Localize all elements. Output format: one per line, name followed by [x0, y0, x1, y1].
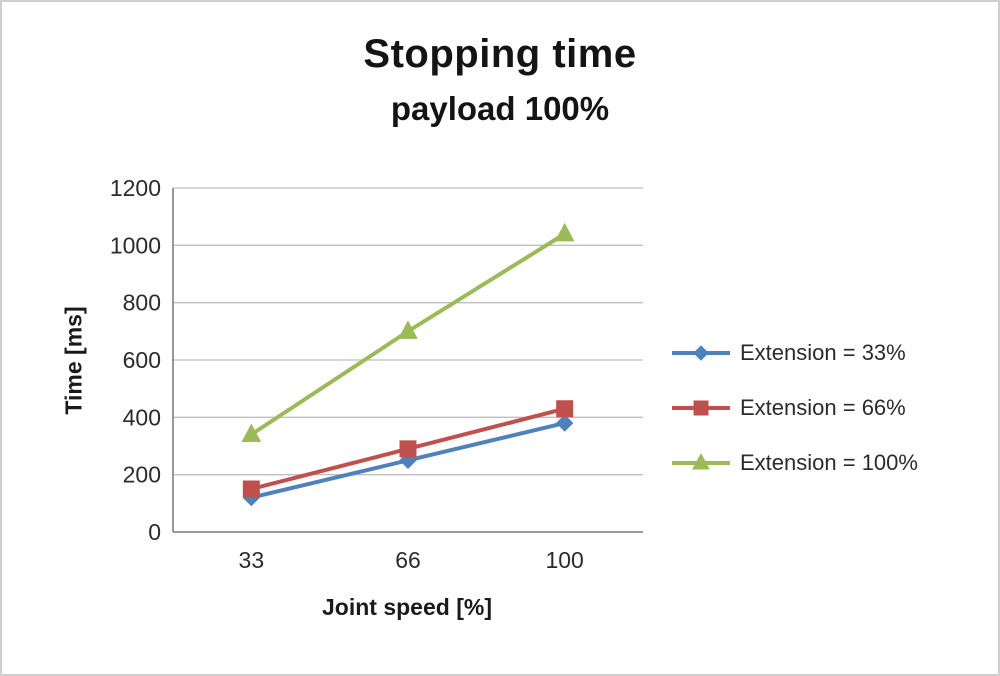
series-marker-diamond — [555, 414, 574, 432]
y-tick-label: 1000 — [110, 232, 161, 258]
x-tick-label: 66 — [395, 547, 421, 573]
x-tick-label: 33 — [239, 547, 265, 573]
legend-marker-sample — [672, 345, 730, 361]
series-marker-diamond — [693, 345, 709, 361]
y-tick-label: 800 — [123, 290, 161, 316]
y-tick-label: 600 — [123, 347, 161, 373]
legend: Extension = 33% Extension = 66% Extension … — [670, 338, 918, 478]
legend-item: Extension = 100% — [670, 448, 918, 478]
legend-label: Extension = 66% — [740, 395, 906, 420]
legend-marker-sample — [672, 452, 730, 470]
legend-item: Extension = 66% — [670, 393, 918, 423]
legend-item: Extension = 33% — [670, 338, 918, 368]
x-tick-label: 100 — [545, 547, 583, 573]
x-axis-title: Joint speed [%] — [322, 594, 492, 620]
chart-title: Stopping time — [363, 32, 637, 76]
series-marker-triangle — [554, 222, 575, 242]
y-axis-title: Time [ms] — [60, 306, 87, 415]
chart-plot: 0 200 400 600 800 1000 1200 33 66 100 — [110, 175, 643, 573]
series-marker-square — [242, 480, 260, 498]
series-marker-square — [556, 400, 574, 418]
series-marker-triangle — [692, 452, 710, 470]
y-tick-label: 200 — [123, 462, 161, 488]
series-marker-triangle — [398, 320, 418, 339]
chart-subtitle: payload 100% — [390, 90, 610, 127]
legend-label: Extension = 100% — [740, 450, 918, 475]
series-marker-triangle — [241, 423, 262, 443]
series-marker-square — [399, 440, 417, 458]
legend-marker-sample — [672, 400, 730, 416]
y-tick-label: 400 — [123, 404, 161, 430]
y-tick-label: 0 — [148, 519, 161, 545]
series-marker-square — [693, 400, 709, 416]
legend-label: Extension = 33% — [740, 340, 906, 365]
y-tick-label: 1200 — [110, 175, 161, 201]
